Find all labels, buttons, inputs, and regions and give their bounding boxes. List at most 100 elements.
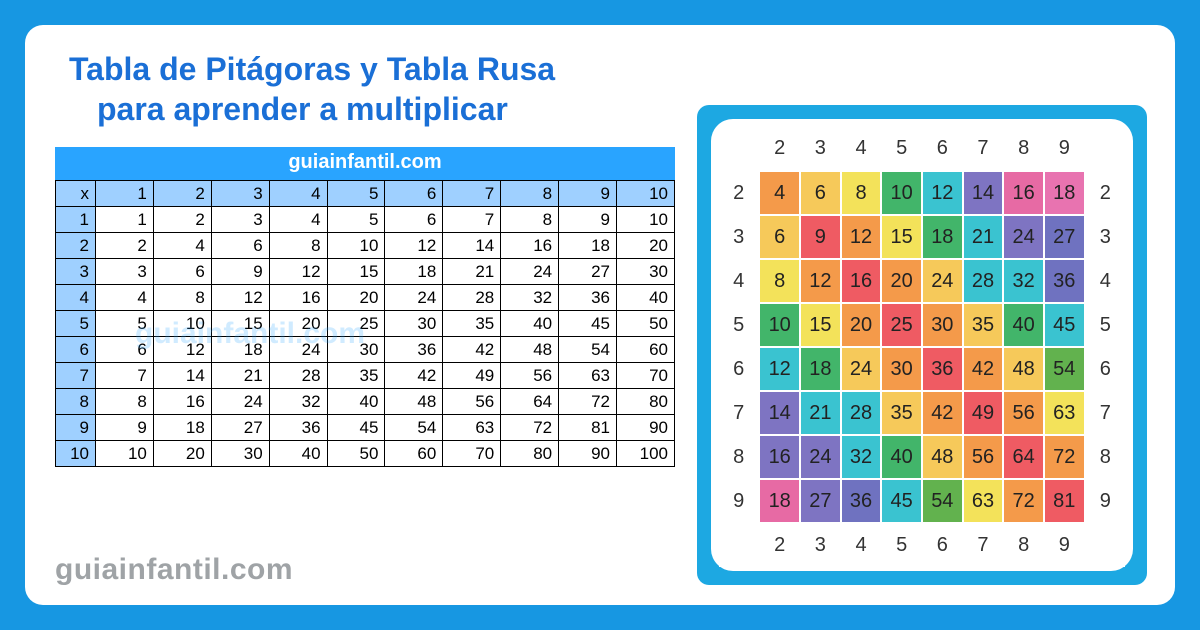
russa-label: 4 [1085, 259, 1125, 303]
pyth-cell: 20 [269, 311, 327, 337]
russa-cell: 9 [800, 215, 841, 259]
pyth-cell: 24 [385, 285, 443, 311]
russa-cell: 36 [922, 347, 963, 391]
russa-cell: 14 [759, 391, 800, 435]
pyth-cell: 4 [96, 285, 154, 311]
pyth-cell: 14 [443, 233, 501, 259]
pyth-col-header: 8 [501, 181, 559, 207]
title-line2: para aprender a multiplicar [69, 91, 508, 127]
pyth-cell: 15 [211, 311, 269, 337]
russa-cell: 8 [759, 259, 800, 303]
russa-cell: 8 [841, 171, 882, 215]
pyth-cell: 42 [385, 363, 443, 389]
pyth-row-header: 10 [56, 441, 96, 467]
russa-cell: 35 [881, 391, 922, 435]
pyth-cell: 8 [96, 389, 154, 415]
russa-label: 7 [963, 127, 1004, 171]
russa-cell: 36 [1044, 259, 1085, 303]
pyth-cell: 48 [501, 337, 559, 363]
russa-label: 9 [1044, 523, 1085, 567]
pyth-cell: 10 [96, 441, 154, 467]
russa-cell: 42 [963, 347, 1004, 391]
pyth-col-header: 10 [617, 181, 675, 207]
pyth-cell: 18 [153, 415, 211, 441]
pyth-cell: 54 [559, 337, 617, 363]
pyth-cell: 35 [327, 363, 385, 389]
pyth-col-header: 6 [385, 181, 443, 207]
russa-cell: 15 [800, 303, 841, 347]
russa-cell: 6 [759, 215, 800, 259]
russa-cell: 10 [759, 303, 800, 347]
pyth-col-header: 4 [269, 181, 327, 207]
pyth-cell: 5 [96, 311, 154, 337]
russa-label: 7 [963, 523, 1004, 567]
russa-label [719, 127, 759, 171]
pyth-cell: 4 [269, 207, 327, 233]
russa-cell: 12 [800, 259, 841, 303]
footer-brand: guiainfantil.com [55, 553, 293, 587]
pythagoras-table-wrap: guiainfantil.com x1234567891011234567891… [55, 147, 675, 467]
russa-cell: 18 [800, 347, 841, 391]
pyth-row-header: 9 [56, 415, 96, 441]
russa-label [1085, 127, 1125, 171]
pyth-cell: 40 [501, 311, 559, 337]
russa-label: 4 [719, 259, 759, 303]
pyth-cell: 63 [443, 415, 501, 441]
pyth-cell: 1 [96, 207, 154, 233]
pyth-row-header: 5 [56, 311, 96, 337]
pyth-cell: 24 [269, 337, 327, 363]
russa-cell: 28 [963, 259, 1004, 303]
russa-cell: 16 [841, 259, 882, 303]
russa-cell: 32 [841, 435, 882, 479]
white-panel: Tabla de Pitágoras y Tabla Rusa para apr… [25, 25, 1175, 605]
pyth-cell: 36 [269, 415, 327, 441]
russa-label: 9 [1085, 479, 1125, 523]
russa-card: 2345678924681012141618236912151821242734… [697, 105, 1147, 585]
russa-cell: 30 [881, 347, 922, 391]
pyth-cell: 6 [385, 207, 443, 233]
title-line1: Tabla de Pitágoras y Tabla Rusa [69, 51, 555, 87]
pyth-cell: 28 [269, 363, 327, 389]
pyth-cell: 64 [501, 389, 559, 415]
russa-cell: 28 [841, 391, 882, 435]
russa-cell: 27 [1044, 215, 1085, 259]
pyth-cell: 63 [559, 363, 617, 389]
pyth-cell: 8 [501, 207, 559, 233]
russa-cell: 18 [922, 215, 963, 259]
russa-cell: 30 [922, 303, 963, 347]
pyth-cell: 45 [559, 311, 617, 337]
pyth-cell: 2 [153, 207, 211, 233]
russa-label: 3 [719, 215, 759, 259]
pyth-cell: 90 [617, 415, 675, 441]
pyth-cell: 35 [443, 311, 501, 337]
pyth-cell: 4 [153, 233, 211, 259]
pyth-cell: 54 [385, 415, 443, 441]
russa-label: 3 [1085, 215, 1125, 259]
russa-label: 2 [759, 127, 800, 171]
russa-label: 5 [719, 303, 759, 347]
russa-cell: 27 [800, 479, 841, 523]
pyth-cell: 50 [617, 311, 675, 337]
pyth-cell: 30 [617, 259, 675, 285]
russa-label: 5 [881, 523, 922, 567]
pyth-cell: 36 [559, 285, 617, 311]
pyth-cell: 24 [501, 259, 559, 285]
pyth-col-header: 3 [211, 181, 269, 207]
pyth-col-header: 5 [327, 181, 385, 207]
russa-cell: 45 [881, 479, 922, 523]
russa-cell: 40 [1003, 303, 1044, 347]
russa-label [719, 523, 759, 567]
pyth-cell: 72 [501, 415, 559, 441]
russa-cell: 48 [1003, 347, 1044, 391]
pyth-cell: 32 [501, 285, 559, 311]
pyth-cell: 100 [617, 441, 675, 467]
russa-cell: 15 [881, 215, 922, 259]
pyth-cell: 28 [443, 285, 501, 311]
pyth-row-header: 2 [56, 233, 96, 259]
pyth-cell: 40 [327, 389, 385, 415]
pyth-cell: 80 [501, 441, 559, 467]
russa-cell: 21 [963, 215, 1004, 259]
pyth-cell: 5 [327, 207, 385, 233]
pyth-cell: 6 [96, 337, 154, 363]
pyth-cell: 18 [385, 259, 443, 285]
